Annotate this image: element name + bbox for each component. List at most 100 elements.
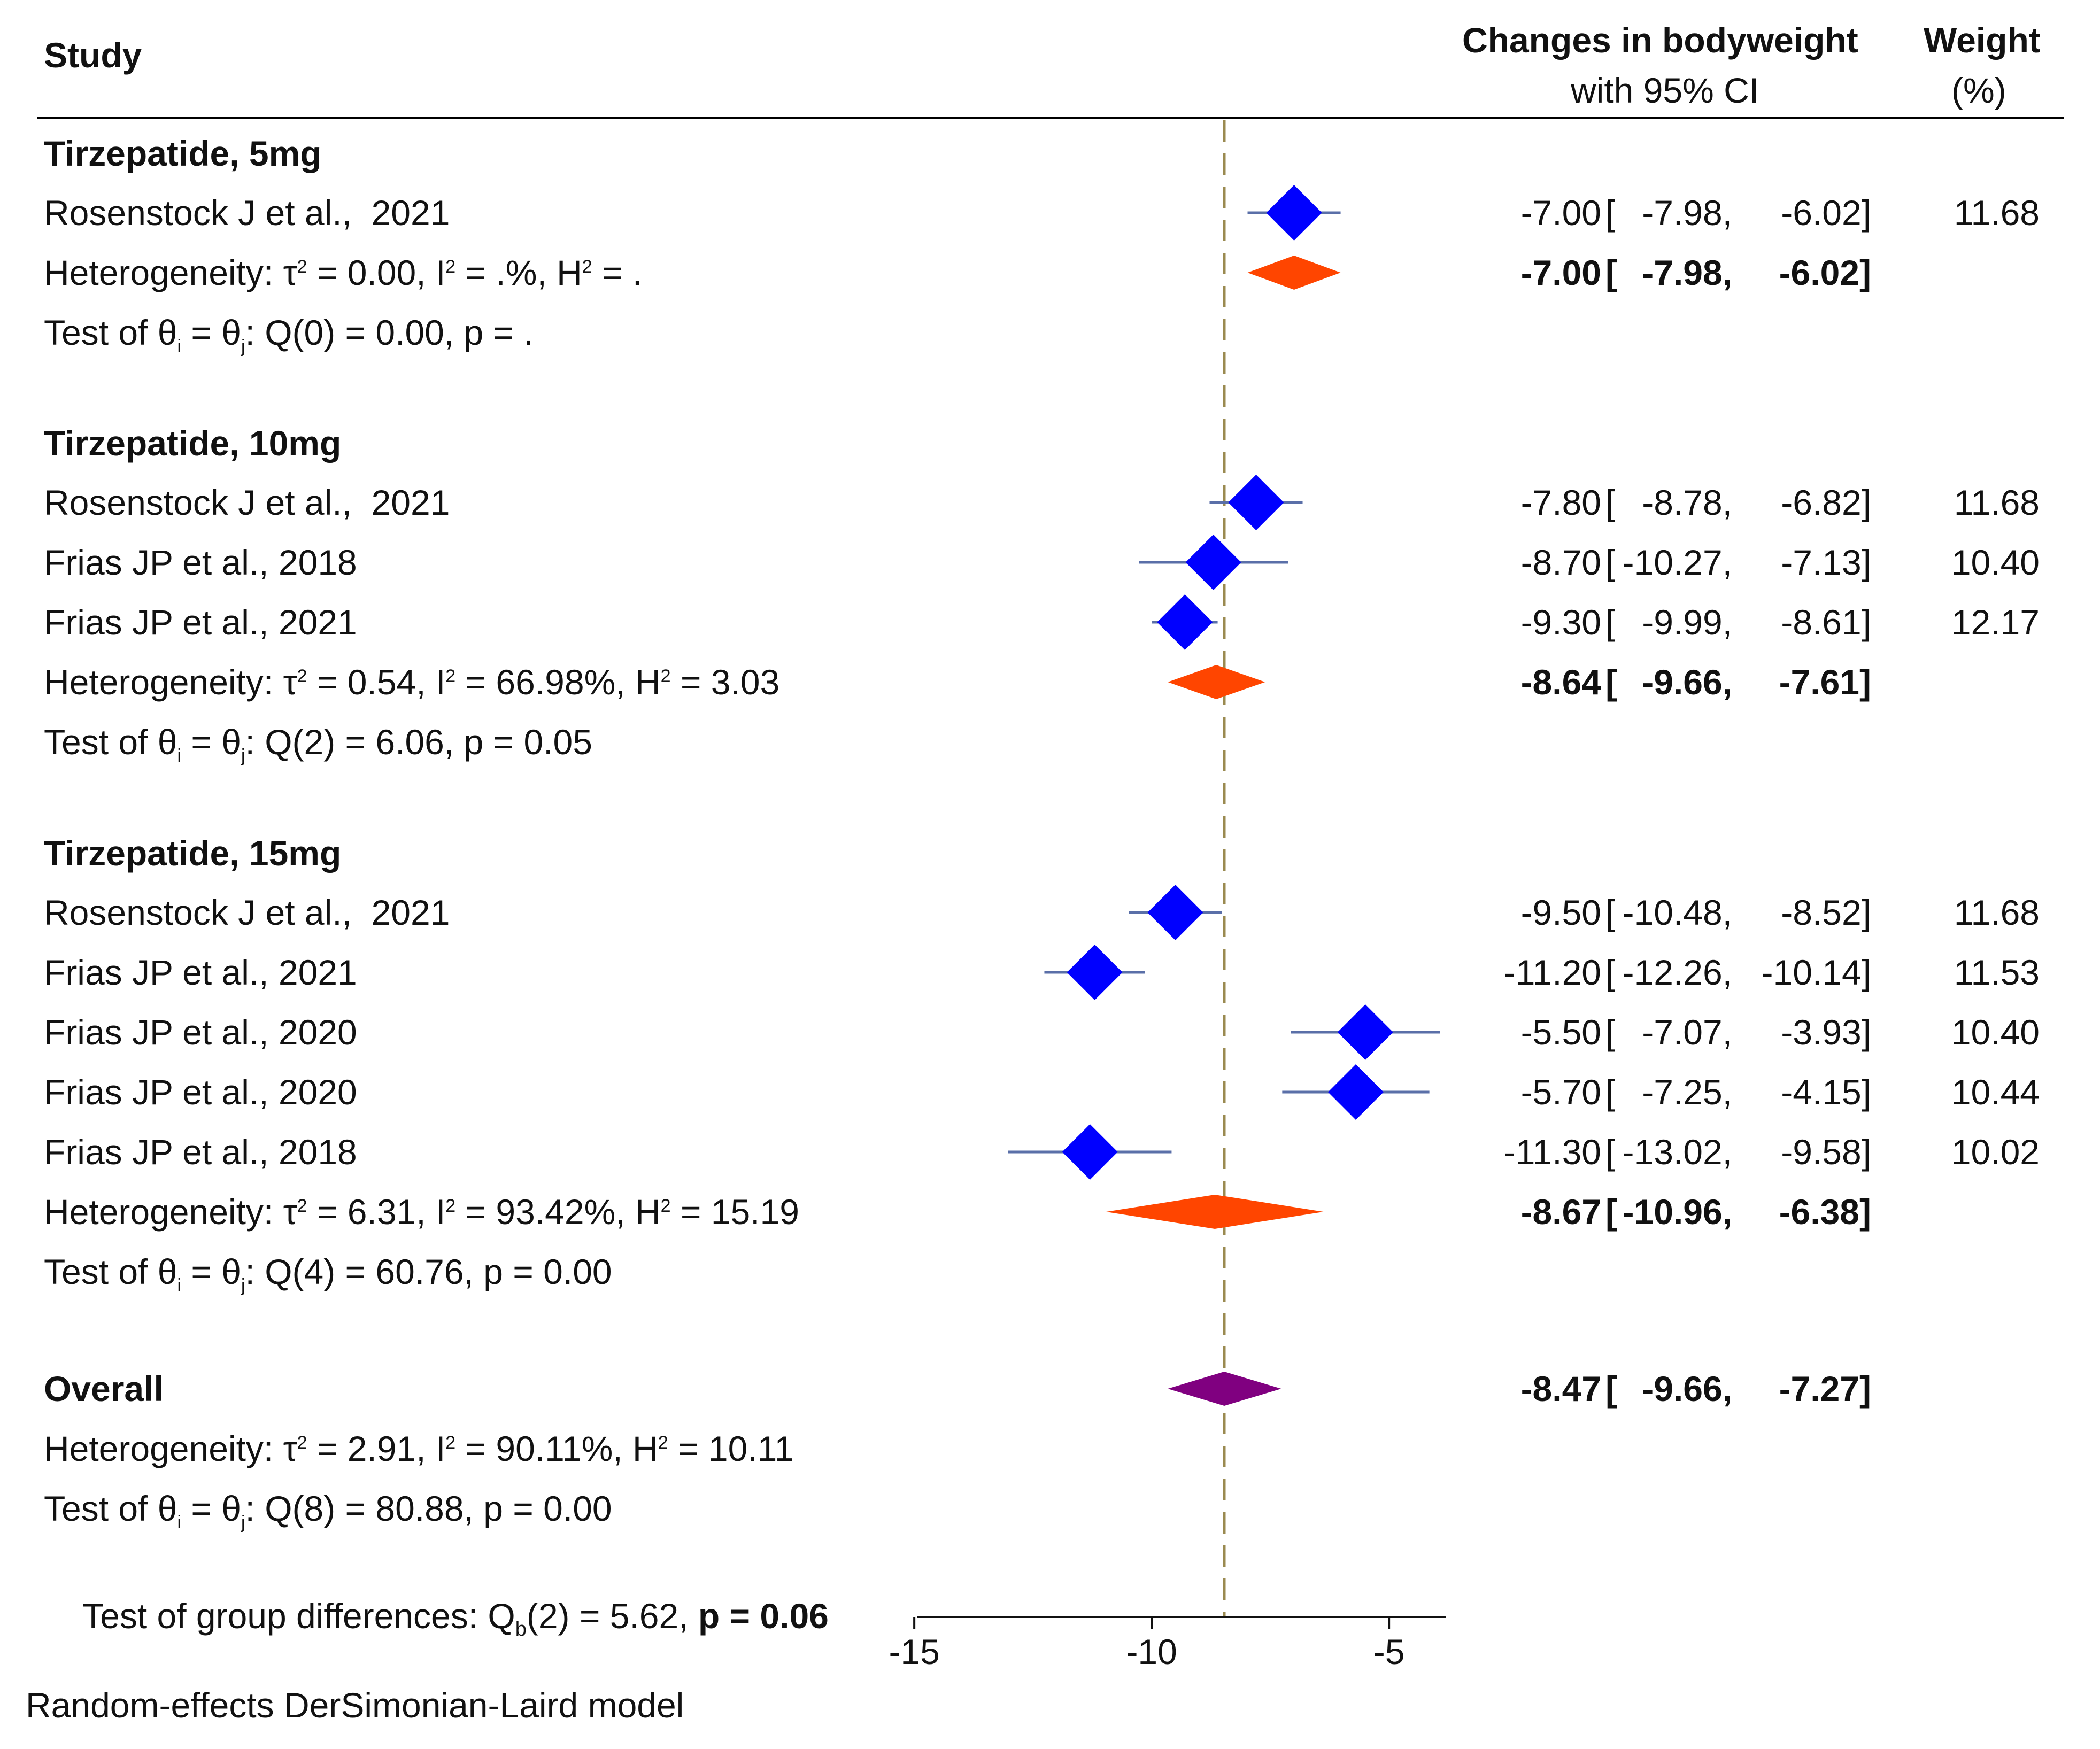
weight-column-header: Weight <box>1924 20 2041 60</box>
study-name: Rosenstock J et al., 2021 <box>44 193 450 233</box>
study-name: Frias JP et al., 2021 <box>44 602 357 642</box>
subgroup-bracket: [ <box>1605 1192 1617 1232</box>
study-ci-lower: -13.02, <box>1622 1132 1732 1172</box>
overall-summary-diamond <box>1168 1372 1281 1406</box>
study-weight: 10.40 <box>1951 1012 2040 1052</box>
group-test-subscript: b <box>515 1618 527 1641</box>
overall-ci-upper: -7.27] <box>1779 1369 1871 1409</box>
group-title: Tirzepatide, 5mg <box>44 134 322 173</box>
study-ci-upper: -10.14] <box>1761 953 1871 992</box>
study-estimate: -5.50 <box>1520 1012 1601 1052</box>
subgroup-estimate: -7.00 <box>1520 253 1601 292</box>
subgroup-bracket: [ <box>1605 662 1617 702</box>
study-bracket: [ <box>1605 543 1616 582</box>
study-estimate: -9.30 <box>1520 602 1601 642</box>
study-bracket: [ <box>1605 1132 1616 1172</box>
subgroup-ci-upper: -7.61] <box>1779 662 1871 702</box>
overall-bracket: [ <box>1605 1369 1617 1409</box>
overall-test-of-theta: Test of θi = θj: Q(8) = 80.88, p = 0.00 <box>44 1489 612 1533</box>
x-axis-tick-label: -5 <box>1373 1632 1405 1671</box>
study-ci-lower: -7.25, <box>1642 1072 1732 1112</box>
study-point-marker <box>1062 1124 1118 1180</box>
study-estimate: -7.00 <box>1520 193 1601 233</box>
study-name: Frias JP et al., 2020 <box>44 1072 357 1112</box>
study-bracket: [ <box>1605 1012 1616 1052</box>
study-weight: 11.68 <box>1954 483 2040 522</box>
study-ci-lower: -9.99, <box>1642 602 1732 642</box>
subgroup-summary-diamond <box>1106 1195 1324 1229</box>
effect-column-subheader: with 95% CI <box>1571 71 1759 110</box>
weight-column-subheader: (%) <box>1951 71 2006 110</box>
study-ci-upper: -8.52] <box>1781 893 1871 932</box>
study-ci-upper: -6.82] <box>1781 483 1871 522</box>
group-test-of-theta: Test of θi = θj: Q(2) = 6.06, p = 0.05 <box>44 722 592 767</box>
study-ci-upper: -6.02] <box>1781 193 1871 233</box>
study-weight: 11.68 <box>1954 193 2040 233</box>
study-bracket: [ <box>1605 193 1616 233</box>
study-point-marker <box>1147 885 1203 940</box>
subgroup-summary-diamond <box>1168 665 1265 699</box>
study-name: Rosenstock J et al., 2021 <box>44 483 450 522</box>
study-estimate: -7.80 <box>1520 483 1601 522</box>
study-weight: 10.40 <box>1951 543 2040 582</box>
study-ci-upper: -7.13] <box>1781 543 1871 582</box>
overall-ci-lower: -9.66, <box>1642 1369 1732 1409</box>
study-estimate: -5.70 <box>1520 1072 1601 1112</box>
group-heterogeneity: Heterogeneity: τ2 = 6.31, I2 = 93.42%, H… <box>44 1192 799 1232</box>
study-ci-lower: -12.26, <box>1622 953 1732 992</box>
study-name: Frias JP et al., 2021 <box>44 953 357 992</box>
study-bracket: [ <box>1605 953 1616 992</box>
study-weight: 12.17 <box>1951 602 2040 642</box>
overall-title: Overall <box>44 1369 164 1409</box>
group-test-of-theta: Test of θi = θj: Q(0) = 0.00, p = . <box>44 313 534 357</box>
study-weight: 10.44 <box>1951 1072 2040 1112</box>
study-estimate: -11.20 <box>1503 953 1601 992</box>
study-bracket: [ <box>1605 1072 1616 1112</box>
study-point-marker <box>1067 945 1123 1000</box>
subgroup-ci-upper: -6.02] <box>1779 253 1871 292</box>
study-name: Rosenstock J et al., 2021 <box>44 893 450 932</box>
group-differences-test: Test of group differences: Qb(2) = 5.62,… <box>82 1596 829 1641</box>
study-bracket: [ <box>1605 602 1616 642</box>
group-title: Tirzepatide, 10mg <box>44 423 342 463</box>
effect-column-header: Changes in bodyweight <box>1462 20 1858 60</box>
subgroup-estimate: -8.64 <box>1520 662 1601 702</box>
subgroup-ci-lower: -10.96, <box>1622 1192 1732 1232</box>
header-rule <box>37 117 2064 119</box>
study-ci-lower: -10.27, <box>1622 543 1732 582</box>
overall-heterogeneity: Heterogeneity: τ2 = 2.91, I2 = 90.11%, H… <box>44 1429 794 1468</box>
subgroup-summary-diamond <box>1247 256 1341 290</box>
study-ci-lower: -8.78, <box>1642 483 1732 522</box>
subgroup-ci-lower: -9.66, <box>1642 662 1732 702</box>
group-title: Tirzepatide, 15mg <box>44 833 342 873</box>
study-name: Frias JP et al., 2018 <box>44 1132 357 1172</box>
subgroup-ci-lower: -7.98, <box>1642 253 1732 292</box>
study-point-marker <box>1266 185 1322 241</box>
study-ci-lower: -7.98, <box>1642 193 1732 233</box>
study-estimate: -8.70 <box>1520 543 1601 582</box>
study-weight: 10.02 <box>1951 1132 2040 1172</box>
study-estimate: -9.50 <box>1520 893 1601 932</box>
study-estimate: -11.30 <box>1503 1132 1601 1172</box>
study-weight: 11.68 <box>1954 893 2040 932</box>
group-test-p-value: p = 0.06 <box>698 1596 829 1636</box>
subgroup-ci-upper: -6.38] <box>1779 1192 1871 1232</box>
study-point-marker <box>1185 535 1241 590</box>
group-heterogeneity: Heterogeneity: τ2 = 0.54, I2 = 66.98%, H… <box>44 662 780 702</box>
study-ci-lower: -10.48, <box>1622 893 1732 932</box>
study-ci-upper: -4.15] <box>1781 1072 1871 1112</box>
study-point-marker <box>1327 1064 1384 1120</box>
model-footnote: Random-effects DerSimonian-Laird model <box>26 1685 684 1725</box>
group-heterogeneity: Heterogeneity: τ2 = 0.00, I2 = .%, H2 = … <box>44 253 643 292</box>
study-point-marker <box>1157 594 1213 650</box>
subgroup-bracket: [ <box>1605 253 1617 292</box>
study-bracket: [ <box>1605 483 1616 522</box>
study-name: Frias JP et al., 2020 <box>44 1012 357 1052</box>
study-bracket: [ <box>1605 893 1616 932</box>
subgroup-estimate: -8.67 <box>1520 1192 1601 1232</box>
x-axis-tick-label: -15 <box>889 1632 939 1671</box>
study-point-marker <box>1337 1004 1393 1060</box>
study-name: Frias JP et al., 2018 <box>44 543 357 582</box>
